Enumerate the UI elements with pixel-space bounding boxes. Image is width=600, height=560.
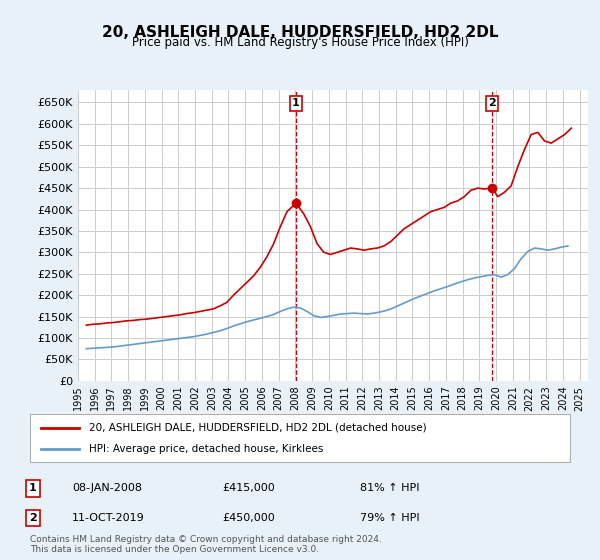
Text: £450,000: £450,000 — [222, 513, 275, 523]
Text: This data is licensed under the Open Government Licence v3.0.: This data is licensed under the Open Gov… — [30, 545, 319, 554]
Text: Contains HM Land Registry data © Crown copyright and database right 2024.: Contains HM Land Registry data © Crown c… — [30, 535, 382, 544]
Text: 1: 1 — [29, 483, 37, 493]
Text: 79% ↑ HPI: 79% ↑ HPI — [360, 513, 419, 523]
Text: 2: 2 — [29, 513, 37, 523]
Text: 81% ↑ HPI: 81% ↑ HPI — [360, 483, 419, 493]
Text: 08-JAN-2008: 08-JAN-2008 — [72, 483, 142, 493]
Text: 20, ASHLEIGH DALE, HUDDERSFIELD, HD2 2DL (detached house): 20, ASHLEIGH DALE, HUDDERSFIELD, HD2 2DL… — [89, 423, 427, 433]
Text: 11-OCT-2019: 11-OCT-2019 — [72, 513, 145, 523]
Text: 2: 2 — [488, 99, 496, 108]
Text: 1: 1 — [292, 99, 300, 108]
Text: Price paid vs. HM Land Registry's House Price Index (HPI): Price paid vs. HM Land Registry's House … — [131, 36, 469, 49]
Text: £415,000: £415,000 — [222, 483, 275, 493]
Text: HPI: Average price, detached house, Kirklees: HPI: Average price, detached house, Kirk… — [89, 444, 324, 454]
Text: 20, ASHLEIGH DALE, HUDDERSFIELD, HD2 2DL: 20, ASHLEIGH DALE, HUDDERSFIELD, HD2 2DL — [102, 25, 498, 40]
